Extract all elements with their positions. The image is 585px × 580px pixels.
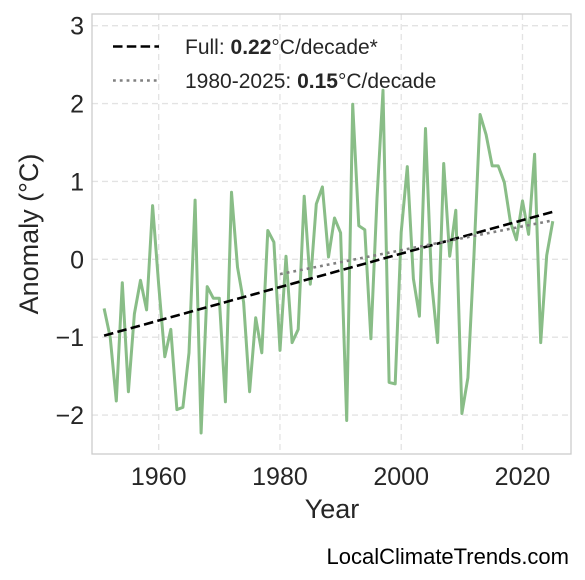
y-axis-title: Anomaly (°C)	[14, 154, 44, 315]
x-tick-label: 1960	[131, 463, 187, 491]
y-tick-label: 3	[70, 13, 84, 41]
plot-frame	[91, 13, 572, 455]
y-tick-label: −1	[55, 324, 84, 352]
y-tick-label: 2	[70, 91, 84, 119]
y-tick-label: 0	[70, 246, 84, 274]
legend-full-label: Full: 0.22°C/decade*	[185, 36, 378, 59]
series-layer	[102, 88, 555, 435]
site-credit: LocalClimateTrends.com	[326, 544, 570, 569]
x-tick-label: 2000	[373, 463, 429, 491]
full-trend-line	[103, 210, 554, 337]
recent-trend-line	[279, 219, 554, 276]
y-tick-labels: −2 −1 0 1 2 3	[55, 13, 84, 430]
anomaly-line	[102, 88, 555, 435]
x-axis-title: Year	[305, 494, 360, 524]
y-tick-label: −2	[55, 402, 84, 430]
legend-recent-label: 1980-2025: 0.15°C/decade	[185, 70, 436, 93]
y-tick-label: 1	[70, 168, 84, 196]
legend: Full: 0.22°C/decade* 1980-2025: 0.15°C/d…	[113, 36, 436, 93]
x-tick-label: 2020	[495, 463, 551, 491]
x-tick-labels: 1960 1980 2000 2020	[131, 463, 550, 491]
x-tick-label: 1980	[252, 463, 308, 491]
